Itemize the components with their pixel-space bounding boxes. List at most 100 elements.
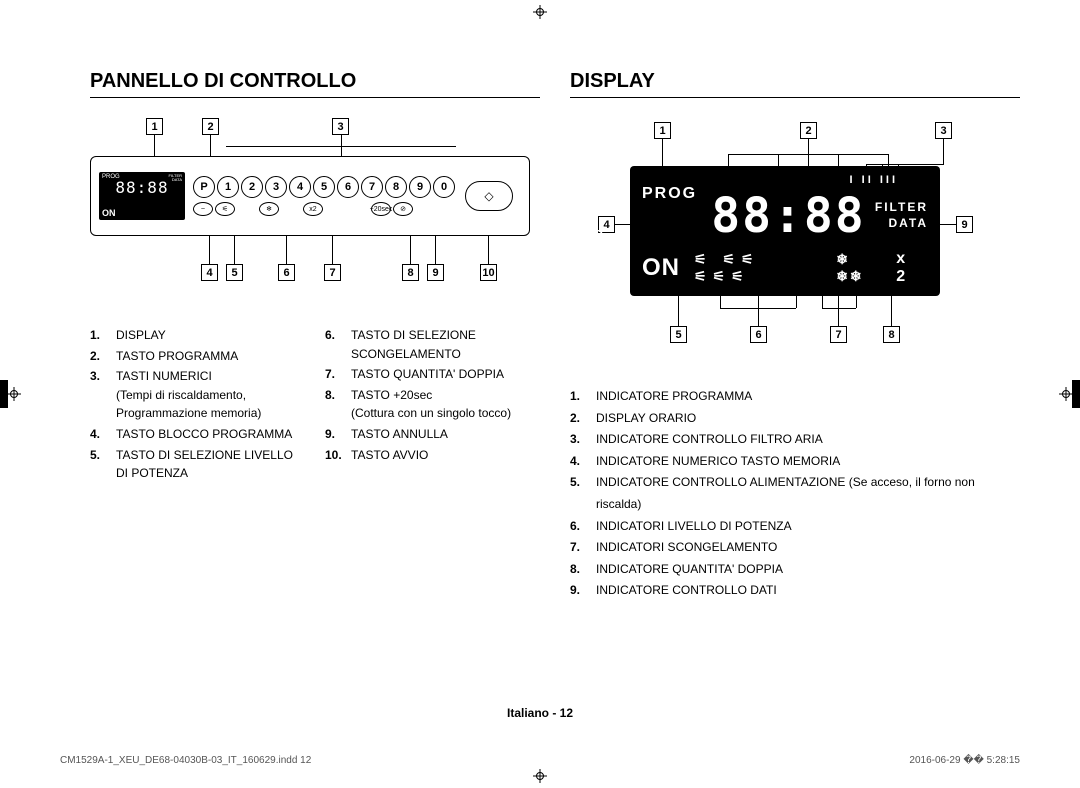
legend-item: 2. DISPLAY ORARIO — [570, 408, 1020, 430]
legend-number: 3. — [570, 429, 590, 451]
left-column: PANNELLO DI CONTROLLO 1 2 3 PROG FILTERD… — [90, 70, 540, 640]
callout-4: 4 — [201, 264, 218, 281]
legend-number: 1. — [90, 326, 110, 345]
key-2: 2 — [241, 176, 263, 198]
legend-number: 5. — [90, 446, 110, 483]
callout-9: 9 — [427, 264, 444, 281]
power-key: ⚟ — [215, 202, 235, 216]
legend-number: 2. — [570, 408, 590, 430]
legend-number: 4. — [570, 451, 590, 473]
d8-indicator: d8 — [582, 227, 612, 248]
legend-number: 6. — [325, 326, 345, 363]
defrost-key: ❄ — [259, 202, 279, 216]
key-4: 4 — [289, 176, 311, 198]
d-callout-6: 6 — [750, 326, 767, 343]
callout-8: 8 — [402, 264, 419, 281]
legend-number: 6. — [570, 516, 590, 538]
print-marks: CM1529A-1_XEU_DE68-04030B-03_IT_160629.i… — [60, 755, 1020, 766]
key-9: 9 — [409, 176, 431, 198]
callout-7: 7 — [324, 264, 341, 281]
right-column: DISPLAY 1 2 3 4 9 I II III — [570, 70, 1020, 640]
legend-text: INDICATORI SCONGELAMENTO — [596, 537, 777, 559]
legend-item: 8. INDICATORE QUANTITA' DOPPIA — [570, 559, 1020, 581]
filter-label: FILTER — [875, 200, 928, 216]
legend-number: 3. — [90, 367, 110, 423]
legend-number: 5. — [570, 472, 590, 515]
defrost-icons: ❄ ❄❄ — [836, 251, 882, 285]
legend-item: 4. INDICATORE NUMERICO TASTO MEMORIA — [570, 451, 1020, 473]
legend-text: TASTO ANNULLA — [351, 425, 448, 444]
legend-item: 6. INDICATORI LIVELLO DI POTENZA — [570, 516, 1020, 538]
display-legend: 1. INDICATORE PROGRAMMA 2. DISPLAY ORARIO 3.… — [570, 386, 1020, 602]
page-footer: Italiano - 12 — [0, 706, 1080, 720]
legend-number: 1. — [570, 386, 590, 408]
key-3: 3 — [265, 176, 287, 198]
legend-number: 8. — [325, 386, 345, 423]
key-1: 1 — [217, 176, 239, 198]
plus20-key: +20sec — [371, 202, 391, 216]
legend-item: 4. TASTO BLOCCO PROGRAMMA — [90, 425, 305, 444]
x2-key: x2 — [303, 202, 323, 216]
d-callout-3: 3 — [935, 122, 952, 139]
legend-number: 7. — [570, 537, 590, 559]
start-button: ◇ — [465, 181, 513, 211]
callout-2: 2 — [202, 118, 219, 135]
prog-label: PROG — [642, 185, 702, 203]
legend-number: 9. — [325, 425, 345, 444]
legend-text: INDICATORI LIVELLO DI POTENZA — [596, 516, 792, 538]
callout-6: 6 — [278, 264, 295, 281]
legend-number: 10. — [325, 446, 345, 465]
legend-item: 8.TASTO +20sec(Cottura con un singolo to… — [325, 386, 540, 423]
legend-text: TASTO DI SELEZIONE SCONGELAMENTO — [351, 326, 540, 363]
control-panel: PROG FILTERDATA 88:88 ON P1234567890 ⎯ ⚟… — [90, 156, 530, 236]
keypad: P1234567890 ⎯ ⚟ ❄ x2 +20sec ⊘ — [193, 176, 455, 216]
legend-text: TASTI NUMERICI(Tempi di riscaldamento, P… — [116, 367, 305, 423]
key-5: 5 — [313, 176, 335, 198]
legend-item: 9. TASTO ANNULLA — [325, 425, 540, 444]
d-callout-1: 1 — [654, 122, 671, 139]
print-date: 2016-06-29 �� 5:28:15 — [909, 755, 1020, 766]
legend-text: INDICATORE PROGRAMMA — [596, 386, 752, 408]
legend-item: 6.TASTO DI SELEZIONE SCONGELAMENTO — [325, 326, 540, 363]
data-label: DATA — [875, 216, 928, 232]
mini-display: PROG FILTERDATA 88:88 ON — [99, 172, 185, 220]
key-6: 6 — [337, 176, 359, 198]
on-indicator: ON — [642, 254, 680, 282]
legend-text: INDICATORE QUANTITA' DOPPIA — [596, 559, 783, 581]
legend-text: TASTO QUANTITA' DOPPIA — [351, 365, 504, 384]
key-P: P — [193, 176, 215, 198]
callout-1: 1 — [146, 118, 163, 135]
legend-text: TASTO +20sec(Cottura con un singolo tocc… — [351, 386, 511, 423]
legend-number: 2. — [90, 347, 110, 366]
right-title: DISPLAY — [570, 70, 1020, 98]
legend-text: INDICATORE CONTROLLO ALIMENTAZIONE (Se a… — [596, 472, 1020, 515]
legend-item: 2. TASTO PROGRAMMA — [90, 347, 305, 366]
cancel-key: ⊘ — [393, 202, 413, 216]
x2-indicator: x 2 — [896, 250, 918, 286]
legend-text: INDICATORE CONTROLLO DATI — [596, 580, 777, 602]
legend-text: INDICATORE NUMERICO TASTO MEMORIA — [596, 451, 840, 473]
legend-text: DISPLAY ORARIO — [596, 408, 696, 430]
display-diagram: 1 2 3 4 9 I II III P — [570, 116, 1020, 366]
control-panel-legend: 1.DISPLAY2.TASTO PROGRAMMA3.TASTI NUMERI… — [90, 326, 540, 485]
legend-text: TASTO PROGRAMMA — [116, 347, 238, 366]
legend-number: 9. — [570, 580, 590, 602]
legend-number: 4. — [90, 425, 110, 444]
d-callout-2: 2 — [800, 122, 817, 139]
legend-item: 9. INDICATORE CONTROLLO DATI — [570, 580, 1020, 602]
legend-text: TASTO DI SELEZIONE LIVELLO DI POTENZA — [116, 446, 305, 483]
legend-number: 8. — [570, 559, 590, 581]
legend-item: 5.TASTO DI SELEZIONE LIVELLO DI POTENZA — [90, 446, 305, 483]
legend-text: TASTO BLOCCO PROGRAMMA — [116, 425, 292, 444]
print-file: CM1529A-1_XEU_DE68-04030B-03_IT_160629.i… — [60, 755, 311, 766]
d-callout-9: 9 — [956, 216, 973, 233]
legend-item: 7.TASTO QUANTITA' DOPPIA — [325, 365, 540, 384]
legend-item: 1. INDICATORE PROGRAMMA — [570, 386, 1020, 408]
legend-text: INDICATORE CONTROLLO FILTRO ARIA — [596, 429, 823, 451]
key-8: 8 — [385, 176, 407, 198]
key-0: 0 — [433, 176, 455, 198]
lock-key: ⎯ — [193, 202, 213, 216]
d-callout-5: 5 — [670, 326, 687, 343]
callout-3: 3 — [332, 118, 349, 135]
control-panel-diagram: 1 2 3 PROG FILTERDATA 88:88 ON P12345678… — [90, 116, 540, 296]
